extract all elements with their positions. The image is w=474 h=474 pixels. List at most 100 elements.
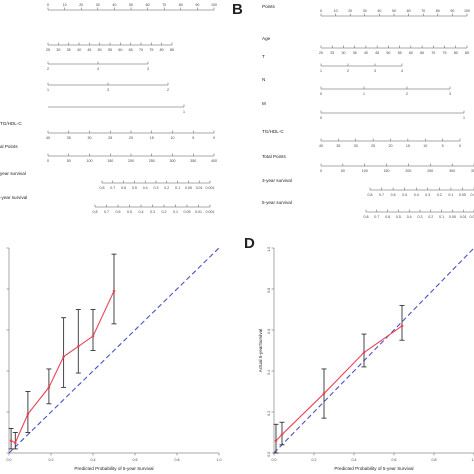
nomo-right-tick-label: 0 <box>459 144 461 148</box>
nomo-left-tick-label: 35 <box>67 136 71 140</box>
nomo-right-tick-label: 50 <box>386 51 390 55</box>
nomo-left-tick-label: 100 <box>211 3 217 7</box>
calib-right-y-axis-label: Actual 5-yearSurvival <box>258 329 263 372</box>
nomo-right-tick-label: 45 <box>375 51 379 55</box>
nomo-left-tick-label: 0 <box>47 159 49 163</box>
nomo-right-tick-label: 0 <box>320 92 322 96</box>
nomo-left-tick-label: 30 <box>96 3 100 7</box>
nomo-left-tick-label: 75 <box>149 48 153 52</box>
nomo-left-tick-label: 80 <box>160 48 164 52</box>
calib-left-observed-point <box>9 439 13 443</box>
nomo-right-tick-label: 0.5 <box>396 215 401 219</box>
nomo-right-tick-label: 0.7 <box>374 215 379 219</box>
nomo-right-tick-label: 10 <box>423 144 427 148</box>
nomo-left-tick-label: 4 <box>97 67 99 71</box>
calib-left-x-tick-label: 0.6 <box>133 458 138 462</box>
nomo-left-tick-label: 200 <box>128 159 134 163</box>
nomo-left-tick-label: 100 <box>87 159 93 163</box>
calib-right-observed-point <box>274 439 278 443</box>
calibration-plot-right: 0.0 0.2 0.4 0.6 0.8 1.0 0.0 0.2 0.4 0.6 0.8 1.0 Pred… <box>258 247 474 471</box>
calib-right-x-tick-label: 0.8 <box>432 458 437 462</box>
calib-left-observed-point <box>112 289 116 293</box>
nomo-left-tick-label: 90 <box>195 3 199 7</box>
calib-right-x-axis-label: Predicted Probability of 5-year Survival <box>334 466 413 471</box>
nomo-right-tick-label: 100 <box>464 9 470 13</box>
calibration-plot-left: 0.0 0.2 0.4 0.6 0.8 1.0 Predicted Probability … <box>6 247 222 471</box>
calib-right-y-tick-label: 0.2 <box>267 411 271 416</box>
nomo-left-tick-label: 400 <box>211 159 217 163</box>
nomo-right-tick-label: 30 <box>341 51 345 55</box>
calib-left-x-tick-label: 0.2 <box>49 458 54 462</box>
nomo-right-tick-label: 0.2 <box>428 215 433 219</box>
nomo-left-tick-label: 0.6 <box>116 210 121 214</box>
nomo-right-tick-label: 20 <box>319 51 323 55</box>
nomo-left-tick-label: 0.4 <box>139 210 144 214</box>
calib-right-x-tick-label: 0.6 <box>392 458 397 462</box>
nomo-right-tick-label: 0.4 <box>414 193 419 197</box>
nomo-right-tick-label: 1 <box>463 116 465 120</box>
nomo-left-tick-label: 10 <box>63 3 67 7</box>
nomo-left-tick-label: 45 <box>87 48 91 52</box>
nomo-left-tick-label: 2 <box>167 88 169 92</box>
calib-right-observed-point <box>322 392 326 395</box>
nomo-left-tick-label: 350 <box>190 159 196 163</box>
nomo-left-row-label: TG/HDL-C <box>0 121 22 126</box>
nomo-right-tick-label: 0 <box>320 9 322 13</box>
nomo-left-tick-label: 0 <box>47 3 49 7</box>
nomo-right-tick-label: 20 <box>389 144 393 148</box>
nomo-right-tick-label: 85 <box>465 51 469 55</box>
nomo-left-tick-label: 1 <box>47 88 49 92</box>
nomo-left-tick-label: 2 <box>47 67 49 71</box>
nomo-left-tick-label: 3 <box>107 88 109 92</box>
calib-right-y-tick-label: 0.6 <box>267 329 271 334</box>
calib-left-x-tick-label: 1.0 <box>217 458 222 462</box>
nomo-right-tick-label: 2 <box>347 69 349 73</box>
nomo-left-tick-label: 0.2 <box>164 186 169 190</box>
nomo-left-tick-label: 0.4 <box>143 186 148 190</box>
nomo-left-tick-label: 0.5 <box>132 186 137 190</box>
nomo-right-tick-label: 3 <box>374 69 376 73</box>
nomo-right-tick-label: 3 <box>449 92 451 96</box>
nomo-left-tick-label: 60 <box>118 48 122 52</box>
nomo-left-tick-label: 20 <box>79 3 83 7</box>
calib-right-observed-point <box>400 324 404 328</box>
nomo-right-tick-label: 20 <box>348 9 352 13</box>
nomo-left-tick-label: 3 <box>147 67 149 71</box>
nomo-left-tick-label: 35 <box>67 48 71 52</box>
nomo-right-tick-label: 25 <box>330 51 334 55</box>
nomo-left-tick-label: 25 <box>46 48 50 52</box>
nomo-right-tick-label: 50 <box>341 169 345 173</box>
nomo-right-tick-label: 300 <box>449 169 455 173</box>
calib-right-x-tick-label: 0.0 <box>272 458 277 462</box>
calib-right-observed-line <box>275 325 403 442</box>
nomo-left-tick-label: 0.05 <box>185 186 192 190</box>
nomo-right-row-label: 3-year survival <box>262 178 292 183</box>
nomo-left-tick-label: 5 <box>192 136 194 140</box>
nomo-right-tick-label: 0.1 <box>439 215 444 219</box>
nomo-right-tick-label: 55 <box>398 51 402 55</box>
nomo-right-tick-label: 0.8 <box>368 193 373 197</box>
nomo-left-tick-label: 0.8 <box>93 210 98 214</box>
nomo-right-tick-label: 0.05 <box>459 193 466 197</box>
nomo-right-row-label: N <box>262 77 265 82</box>
nomo-left-tick-label: 30 <box>56 48 60 52</box>
calib-right-observed-point <box>362 351 366 354</box>
panel-label-d: D <box>244 235 255 252</box>
nomo-right-tick-label: 40 <box>377 9 381 13</box>
nomo-right-tick-label: 75 <box>443 51 447 55</box>
nomo-left-row-label: year survival <box>0 171 26 176</box>
nomo-right-tick-label: 70 <box>431 51 435 55</box>
calib-right-y-tick-label: 0.4 <box>267 370 271 375</box>
nomo-right-tick-label: 0.3 <box>418 215 423 219</box>
calib-left-observed-point <box>91 334 95 338</box>
calib-right-x-tick-label: 0.4 <box>352 458 357 462</box>
nomo-left-row-label: -year survival <box>0 195 27 200</box>
nomo-right-tick-label: 60 <box>407 9 411 13</box>
calib-left-observed-point <box>14 441 17 445</box>
nomo-left-tick-label: 60 <box>146 3 150 7</box>
nomo-left-tick-label: 50 <box>129 3 133 7</box>
nomo-left-tick-label: 0.3 <box>150 210 155 214</box>
calib-left-ideal-line <box>8 247 220 454</box>
calib-right-y-tick-label: 0.8 <box>267 288 271 293</box>
nomo-left-tick-label: 0.6 <box>121 186 126 190</box>
